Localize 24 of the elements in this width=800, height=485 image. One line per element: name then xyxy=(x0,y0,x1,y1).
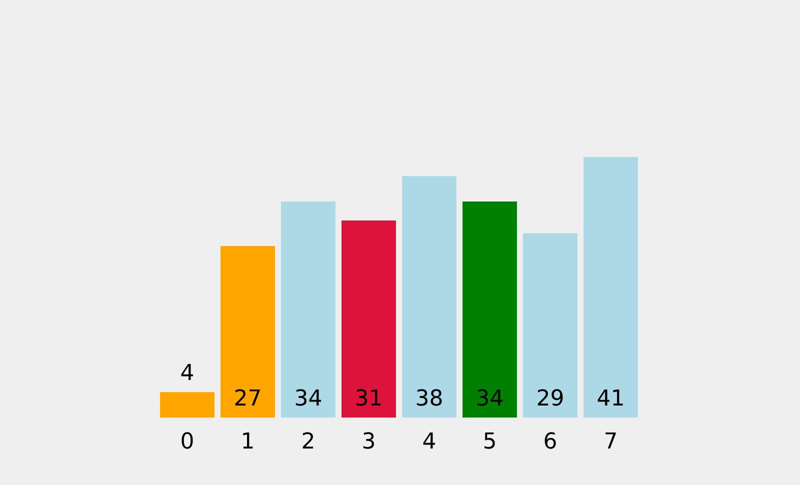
data-label: 4 xyxy=(180,360,194,386)
bar xyxy=(462,201,517,418)
data-label: 27 xyxy=(234,386,262,412)
data-label: 41 xyxy=(596,386,625,412)
x-tick-label: 5 xyxy=(482,430,497,455)
data-label: 34 xyxy=(476,386,504,412)
data-label: 29 xyxy=(536,386,564,412)
x-tick-label: 7 xyxy=(604,430,618,455)
x-tick-label: 3 xyxy=(362,430,376,455)
x-tick-label: 2 xyxy=(301,430,316,455)
bar xyxy=(220,246,275,418)
x-tick-label: 1 xyxy=(240,430,255,455)
data-label: 38 xyxy=(415,386,444,412)
x-tick-label: 0 xyxy=(180,430,194,455)
x-tick-label: 6 xyxy=(543,430,558,455)
data-label: 31 xyxy=(354,386,383,412)
bar xyxy=(160,392,214,418)
bar xyxy=(523,233,578,418)
bar xyxy=(584,157,638,418)
x-tick-label: 4 xyxy=(422,430,436,455)
data-label: 34 xyxy=(294,386,322,412)
bar xyxy=(342,220,396,418)
bar xyxy=(402,176,456,418)
bar xyxy=(281,201,336,418)
